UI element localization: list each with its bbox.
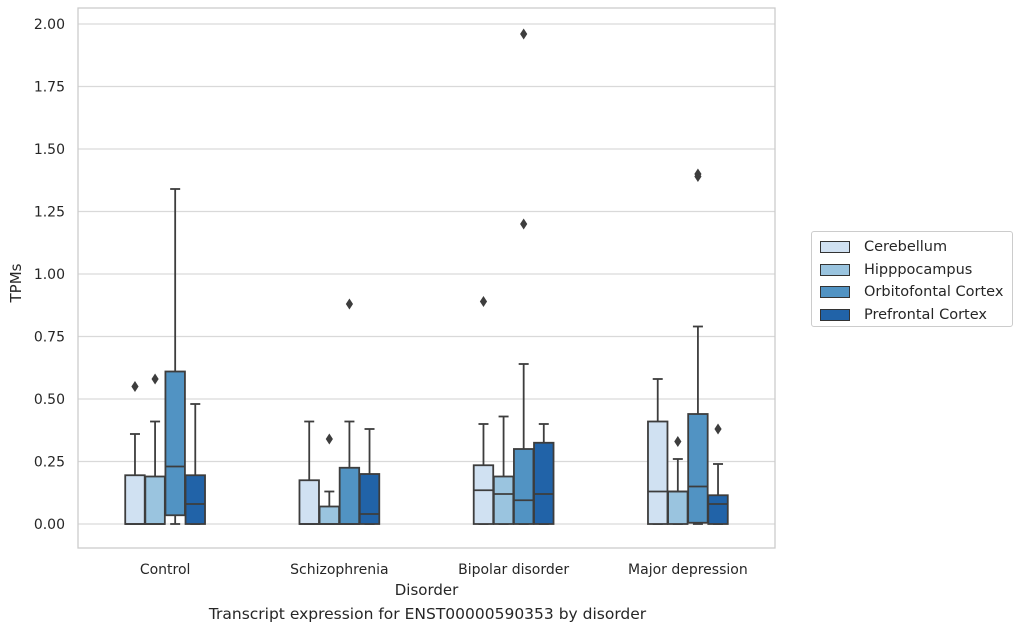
box-body (472, 464, 495, 525)
box-hipppocampus (667, 436, 689, 525)
box-hipppocampus (318, 433, 340, 525)
outlier-point (694, 168, 702, 180)
outlier-point (714, 423, 722, 435)
y-tick-labels: 0.00 0.25 0.50 0.75 1.00 1.25 1.50 1.75 2.00 (34, 17, 65, 533)
y-tick-label: 0.00 (34, 517, 65, 533)
legend-label: Hipppocampus (864, 261, 973, 278)
box-body (144, 475, 166, 525)
x-tick-labels: Control Schizophrenia Bipolar disorder Majo… (140, 562, 748, 578)
box-body (298, 479, 320, 525)
outlier-point (520, 28, 528, 40)
legend-item: Orbitofontal Cortex (820, 281, 1004, 304)
legend-swatch (820, 308, 850, 321)
outlier-point (131, 381, 139, 392)
outlier-point (674, 436, 682, 447)
x-tick-label: Schizophrenia (290, 562, 388, 578)
box-body (687, 413, 709, 524)
box-orbitofontal-cortex (338, 298, 361, 525)
box-body (358, 473, 381, 525)
x-tick-label: Bipolar disorder (458, 562, 569, 578)
y-tick-label: 1.00 (34, 267, 65, 283)
legend-swatch (820, 241, 850, 254)
outlier-point (520, 218, 528, 230)
box-orbitofontal-cortex (687, 168, 709, 525)
box-prefrontal-cortex (358, 428, 381, 525)
legend-swatch (820, 286, 850, 299)
y-tick-label: 1.75 (34, 80, 65, 96)
grid-lines (78, 23, 775, 525)
legend-label: Prefrontal Cortex (864, 306, 987, 323)
box-body (124, 474, 146, 525)
legend: Cerebellum Hipppocampus Orbitofontal Corte… (811, 231, 1013, 327)
box-hipppocampus (144, 373, 166, 525)
y-tick-label: 2.00 (34, 17, 65, 33)
x-tick-label: Major depression (628, 562, 748, 578)
box-prefrontal-cortex (533, 423, 555, 525)
box-body (667, 490, 689, 525)
box-cerebellum (124, 381, 146, 525)
y-tick-label: 0.50 (34, 392, 65, 408)
legend-label: Cerebellum (864, 239, 948, 256)
x-axis-title: Disorder (395, 581, 459, 599)
box-body (533, 441, 555, 525)
box-cerebellum (472, 296, 495, 525)
y-tick-label: 0.25 (34, 455, 65, 471)
plot-frame (77, 7, 776, 549)
box-prefrontal-cortex (707, 423, 729, 525)
box-body (164, 370, 186, 517)
y-tick-label: 1.25 (34, 205, 65, 221)
box-body (318, 505, 340, 525)
y-tick-label: 0.75 (34, 330, 65, 346)
box-body (492, 475, 515, 525)
outlier-point (479, 296, 488, 307)
box-body (184, 474, 206, 525)
box-orbitofontal-cortex (164, 188, 186, 525)
legend-swatch (820, 263, 850, 276)
outlier-point (325, 433, 333, 445)
box-body (513, 448, 535, 525)
box-orbitofontal-cortex (513, 28, 535, 525)
legend-item: Hipppocampus (820, 259, 1004, 282)
box-cerebellum (647, 378, 669, 525)
legend-item: Prefrontal Cortex (820, 304, 1004, 327)
outlier-point (345, 298, 354, 310)
box-series (124, 28, 729, 525)
legend-item: Cerebellum (820, 236, 1004, 259)
box-cerebellum (298, 420, 320, 525)
legend-label: Orbitofontal Cortex (864, 284, 1004, 301)
y-tick-label: 1.50 (34, 142, 65, 158)
y-axis-title: TPMs (7, 263, 25, 303)
box-body (338, 466, 361, 525)
outlier-point (151, 373, 159, 385)
box-body (707, 494, 729, 525)
box-body (647, 420, 669, 525)
chart-caption: Transcript expression for ENST0000059035… (208, 605, 647, 623)
x-tick-label: Control (140, 562, 191, 578)
box-prefrontal-cortex (184, 403, 206, 525)
box-hipppocampus (492, 415, 515, 525)
